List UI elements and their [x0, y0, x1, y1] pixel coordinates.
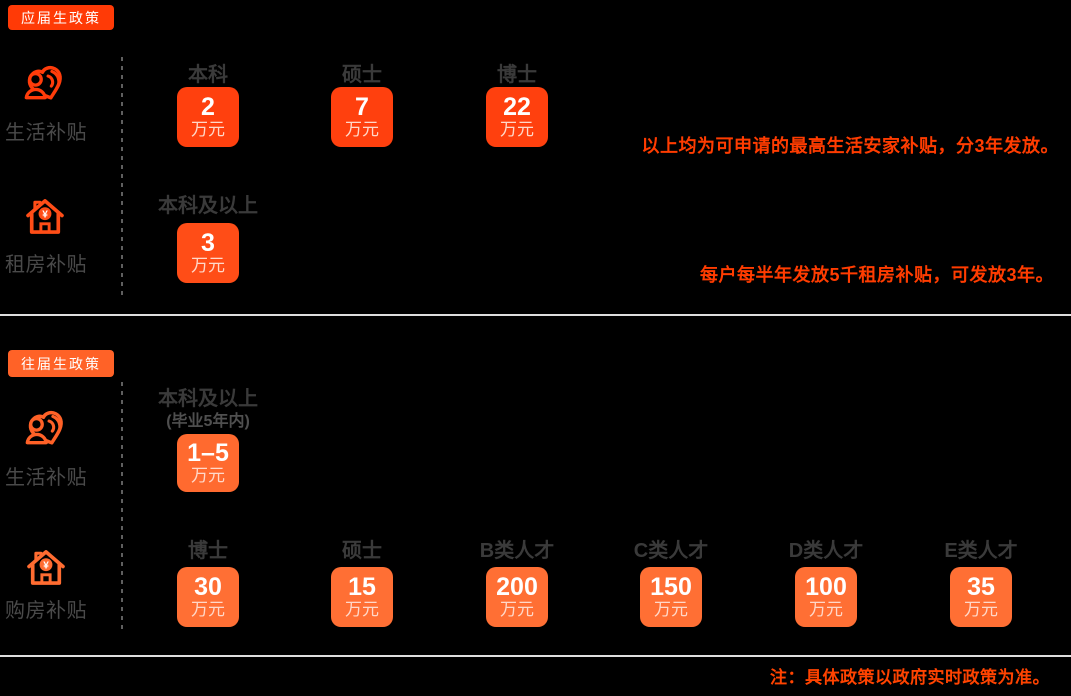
note-living-subsidy: 以上均为可申请的最高生活安家补贴，分3年发放。 [641, 136, 1059, 156]
pill-value: 15 [348, 573, 376, 602]
value-pill: 1–5 万元 [177, 434, 239, 492]
pill-value: 3 [201, 229, 215, 258]
pill-unit: 万元 [191, 256, 225, 276]
pill-value: 150 [650, 573, 692, 602]
column-header: D类人才 [788, 540, 864, 562]
previous-graduate-policy-tag: 往届生政策 [8, 350, 114, 377]
value-pill: 22 万元 [486, 87, 548, 147]
house-yuan-icon [23, 194, 67, 238]
column-header: 本科 [188, 64, 228, 86]
fresh-graduate-policy-tag: 应届生政策 [8, 5, 114, 30]
pill-value: 100 [805, 573, 847, 602]
dotted-divider-bottom [121, 382, 123, 633]
dotted-divider-top [121, 57, 123, 298]
value-pill: 200 万元 [486, 567, 548, 627]
pill-value: 7 [355, 93, 369, 122]
value-pill: 30 万元 [177, 567, 239, 627]
row-label-living-subsidy: 生活补贴 [5, 122, 87, 144]
note-rent-subsidy: 每户每半年发放5千租房补贴，可发放3年。 [699, 265, 1054, 285]
value-pill: 7 万元 [331, 87, 393, 147]
pill-unit: 万元 [345, 120, 379, 140]
value-pill: 15 万元 [331, 567, 393, 627]
section-divider [0, 314, 1071, 316]
pill-unit: 万元 [654, 600, 688, 620]
row-label-rent-subsidy: 租房补贴 [5, 254, 87, 276]
value-pill: 100 万元 [795, 567, 857, 627]
pill-unit: 万元 [500, 600, 534, 620]
pill-value: 200 [496, 573, 538, 602]
column-header: 硕士 [342, 64, 382, 86]
pill-value: 35 [967, 573, 995, 602]
pill-value: 22 [503, 93, 531, 122]
column-header: B类人才 [479, 540, 555, 562]
column-header: 本科及以上 [158, 195, 258, 217]
person-heart-icon [24, 61, 68, 105]
value-pill: 35 万元 [950, 567, 1012, 627]
pill-unit: 万元 [191, 466, 225, 486]
pill-unit: 万元 [345, 600, 379, 620]
column-header: 本科及以上 [158, 388, 258, 410]
house-yuan-icon [24, 545, 68, 589]
row-label-living-subsidy: 生活补贴 [5, 467, 87, 489]
column-header: 博士 [497, 64, 537, 86]
column-header: C类人才 [633, 540, 709, 562]
value-pill: 3 万元 [177, 223, 239, 283]
footer-note: 注：具体政策以政府实时政策为准。 [770, 668, 1050, 687]
pill-unit: 万元 [500, 120, 534, 140]
column-subheader: (毕业5年内) [166, 413, 250, 430]
person-heart-icon [25, 406, 69, 450]
pill-value: 30 [194, 573, 222, 602]
column-header: E类人才 [944, 540, 1018, 562]
pill-unit: 万元 [191, 600, 225, 620]
pill-unit: 万元 [964, 600, 998, 620]
row-label-purchase-subsidy: 购房补贴 [5, 600, 87, 622]
pill-value: 1–5 [187, 439, 229, 468]
pill-unit: 万元 [809, 600, 843, 620]
value-pill: 150 万元 [640, 567, 702, 627]
column-header: 硕士 [342, 540, 382, 562]
column-header: 博士 [188, 540, 228, 562]
footer-divider [0, 655, 1071, 657]
pill-unit: 万元 [191, 120, 225, 140]
value-pill: 2 万元 [177, 87, 239, 147]
pill-value: 2 [201, 93, 215, 122]
